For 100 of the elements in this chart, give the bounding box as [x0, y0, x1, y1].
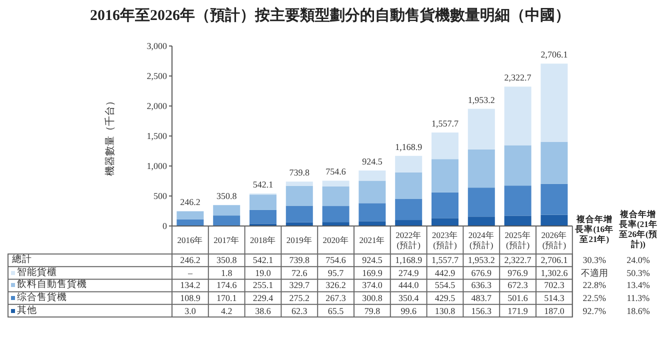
data-label: 174.6: [215, 279, 238, 292]
bar: [322, 206, 350, 222]
data-label: 187.0: [543, 304, 566, 317]
bar: [395, 220, 422, 226]
text: 754.6: [326, 255, 346, 266]
text: –: [188, 268, 192, 278]
data-label: 62.3: [290, 304, 308, 317]
data-label: 442.9: [434, 266, 456, 280]
bar: [395, 156, 422, 172]
text: 542.1: [252, 255, 274, 266]
data-label: 255.1: [252, 279, 274, 292]
bar: [250, 210, 276, 224]
data-label: 329.7: [288, 279, 310, 292]
x-tick-label: 2025年 (預計): [504, 229, 532, 252]
text: 複合年增長率(21年至26年(預計)): [618, 208, 658, 251]
bar: [468, 149, 495, 188]
bar: [540, 184, 568, 215]
bar: [468, 188, 495, 217]
bar: [358, 180, 386, 204]
data-label: 99.6: [400, 304, 418, 317]
data-label: 676.9: [470, 266, 492, 280]
text: 複合年增長率(16年至21年): [574, 213, 615, 246]
data-label: 130.8: [434, 304, 456, 317]
bar: [540, 142, 568, 184]
bar: [176, 211, 204, 220]
legend-label: 其他: [17, 306, 37, 316]
total-label: 2,706.1: [540, 50, 568, 60]
data-label: 429.5: [434, 292, 456, 304]
bar: [286, 182, 313, 186]
y-tick-label: 2,500: [146, 71, 168, 81]
data-label: 636.3: [470, 279, 492, 292]
bar: [358, 170, 386, 181]
data-label: 3.0: [184, 304, 197, 317]
total-label: 1,557.7: [432, 118, 459, 129]
data-label: 350.4: [397, 292, 420, 304]
x-tick-label: 2021年: [358, 234, 386, 247]
data-label: 274.9: [397, 266, 420, 280]
data-label: 1.8: [220, 266, 234, 280]
bar: [540, 214, 568, 226]
data-label: 374.0: [361, 279, 384, 292]
bar: [213, 216, 240, 226]
data-label: 95.7: [326, 266, 345, 280]
bar: [504, 145, 532, 186]
bar: [504, 186, 532, 216]
text: 1,953.2: [468, 255, 495, 266]
x-tick-label: 2016年: [176, 234, 204, 247]
data-label: 171.9: [506, 304, 529, 317]
text: 13.4%: [626, 279, 651, 292]
data-label: 229.4: [252, 292, 274, 304]
legend-label: 飲料自動售貨機: [17, 280, 87, 290]
text: 不適用: [580, 266, 609, 280]
bar: [395, 199, 422, 220]
data-label: 267.3: [324, 292, 347, 304]
data-label: 38.6: [254, 304, 272, 317]
bar: [358, 221, 386, 226]
bar: [395, 172, 422, 199]
data-label: 134.2: [179, 279, 202, 292]
data-label: 326.2: [324, 279, 347, 292]
y-axis-title: 機器數量（千台）: [104, 96, 116, 176]
x-tick-label: 2024年 (預計): [467, 229, 496, 252]
data-label: 65.5: [326, 304, 345, 317]
text: 30.3%: [582, 254, 608, 267]
data-label: 4.2: [220, 304, 234, 317]
total-label: 754.6: [326, 166, 346, 177]
text: 350.8: [216, 255, 237, 266]
x-tick-label: 2026年 (預計): [540, 229, 568, 252]
data-label: 514.3: [543, 292, 566, 304]
data-label: 169.9: [361, 266, 384, 280]
data-label: 1,302.6: [540, 266, 569, 280]
text: 2,706.1: [540, 255, 568, 266]
bar: [432, 132, 458, 160]
total-label: 924.5: [362, 156, 383, 167]
bar: [468, 108, 495, 150]
x-tick-label: 2019年: [285, 234, 314, 247]
total-label: 1,953.2: [468, 94, 495, 105]
data-label: 501.6: [506, 292, 529, 304]
data-label: 72.6: [290, 266, 308, 280]
text: 92.7%: [582, 304, 608, 317]
y-tick-label: 500: [154, 191, 168, 201]
data-label: 483.7: [470, 292, 492, 304]
bar: [432, 159, 458, 192]
bar: [504, 216, 532, 226]
x-tick-label: 2023年 (預計): [430, 229, 459, 252]
data-label: 156.3: [470, 304, 492, 317]
bar: [286, 186, 313, 206]
text: 11.3%: [626, 292, 651, 304]
legend-label: 智能貨櫃: [17, 268, 57, 278]
y-tick-label: 1,000: [146, 161, 168, 171]
x-tick-label: 2018年: [248, 234, 277, 247]
text: 739.8: [289, 255, 310, 266]
chart-title: 2016年至2026年（預計）按主要類型劃分的自動售貨機數量明細（中國）: [89, 6, 571, 26]
bar: [432, 218, 458, 226]
total-label: 246.2: [180, 197, 200, 208]
total-label: 739.8: [289, 168, 310, 178]
data-label: 19.0: [254, 266, 272, 280]
bar: [468, 216, 495, 226]
text: 22.8%: [582, 279, 608, 292]
y-tick-label: 0: [162, 221, 168, 231]
y-tick-label: 1,500: [146, 131, 168, 141]
total-label: 2,322.7: [504, 72, 532, 83]
